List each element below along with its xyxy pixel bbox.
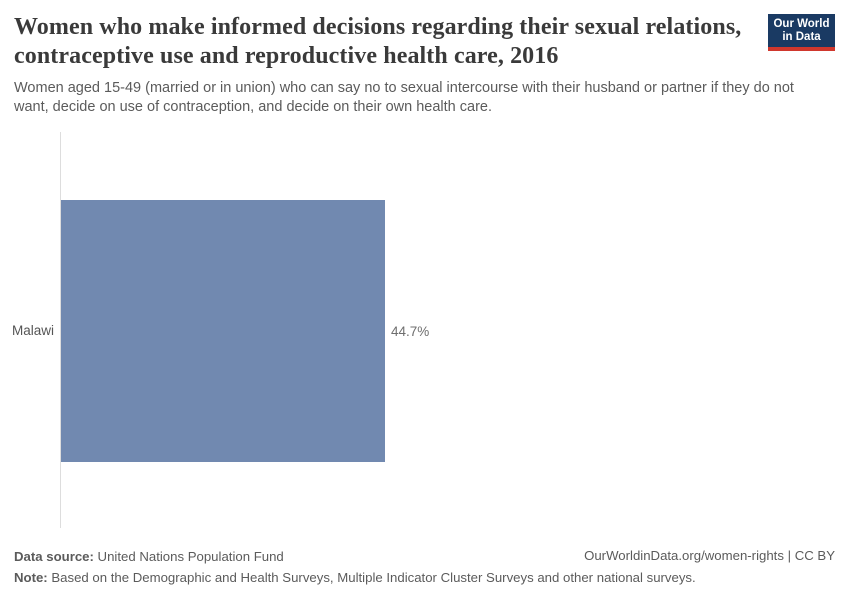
data-source-label: Data source: <box>14 549 94 564</box>
chart-subtitle: Women aged 15-49 (married or in union) w… <box>14 80 794 115</box>
data-source-line: Data source: United Nations Population F… <box>14 547 834 568</box>
data-source-value: United Nations Population Fund <box>93 549 284 564</box>
owid-logo[interactable]: Our World in Data <box>768 14 835 51</box>
chart-title: Women who make informed decisions regard… <box>14 14 742 69</box>
note-label: Note: <box>14 569 48 585</box>
note-line: Note: Based on the Demographic and Healt… <box>14 568 834 589</box>
y-axis-line <box>60 132 61 528</box>
owid-logo-line1: Our World <box>773 17 830 30</box>
value-label: 44.7% <box>391 324 430 339</box>
license-link[interactable]: OurWorldinData.org/women-rights | CC BY <box>584 548 835 563</box>
footer-left: Data source: United Nations Population F… <box>14 547 834 588</box>
bar-malawi[interactable] <box>61 200 385 462</box>
owid-logo-line2: in Data <box>782 30 821 43</box>
entity-label: Malawi <box>11 323 54 338</box>
note-value: Based on the Demographic and Health Surv… <box>47 569 696 585</box>
